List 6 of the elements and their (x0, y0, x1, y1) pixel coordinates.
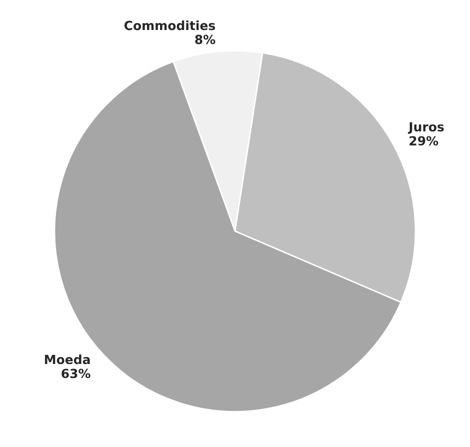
slice-label: Juros (408, 122, 444, 134)
slice-label: Commodities (124, 20, 216, 30)
data-label: 63% (62, 368, 90, 378)
data-label: 8% (195, 34, 216, 44)
slice-label: Moeda (45, 354, 90, 364)
data-label: 29% (410, 136, 438, 146)
